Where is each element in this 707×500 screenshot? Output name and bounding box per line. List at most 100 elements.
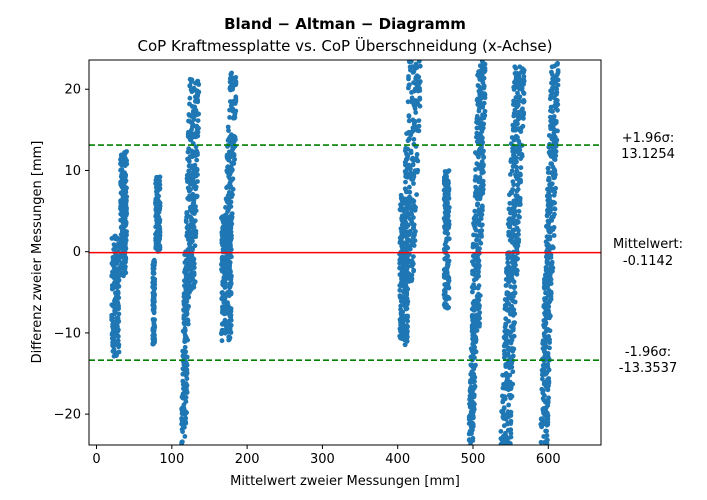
- data-point: [120, 173, 126, 179]
- data-point: [118, 245, 123, 251]
- data-point: [417, 63, 423, 69]
- data-point: [195, 118, 201, 123]
- data-point: [515, 186, 521, 192]
- data-point: [151, 326, 157, 332]
- data-point: [481, 69, 487, 75]
- data-point: [397, 326, 403, 332]
- data-point: [480, 139, 486, 145]
- data-point: [222, 330, 228, 336]
- data-point: [116, 311, 122, 317]
- data-point: [410, 162, 416, 167]
- data-point: [521, 74, 527, 79]
- data-point: [514, 246, 520, 252]
- data-point: [480, 186, 486, 192]
- data-point: [114, 296, 120, 302]
- x-tick-label: 0: [92, 452, 100, 467]
- data-point: [474, 134, 479, 140]
- data-point: [549, 64, 555, 70]
- mean-annotation: Mittelwert: -0.1142: [613, 237, 683, 269]
- data-point: [444, 297, 449, 302]
- data-point: [474, 113, 480, 119]
- data-point: [181, 402, 187, 408]
- data-point: [405, 264, 410, 270]
- data-point: [405, 99, 411, 105]
- data-point: [219, 321, 225, 327]
- data-point: [233, 82, 239, 88]
- data-point: [511, 161, 517, 167]
- data-point: [151, 286, 157, 292]
- data-point: [472, 208, 478, 214]
- data-point: [399, 310, 405, 315]
- data-point: [470, 400, 476, 406]
- data-point: [189, 265, 195, 271]
- data-point: [180, 371, 186, 377]
- data-point: [403, 196, 409, 202]
- data-point: [411, 181, 416, 186]
- x-axis-label: Mittelwert zweier Messungen [mm]: [230, 474, 460, 489]
- data-point: [553, 92, 559, 97]
- data-point: [220, 290, 225, 295]
- data-point: [404, 306, 410, 311]
- data-point: [414, 127, 420, 133]
- data-point: [403, 159, 408, 165]
- data-point: [113, 290, 118, 296]
- data-points: [109, 60, 561, 445]
- data-point: [508, 384, 514, 390]
- data-point: [224, 152, 230, 158]
- data-point: [227, 107, 233, 113]
- data-point: [549, 161, 555, 167]
- data-point: [188, 187, 193, 193]
- data-point: [191, 169, 197, 175]
- data-point: [196, 125, 201, 131]
- data-point: [194, 148, 200, 154]
- data-point: [409, 95, 415, 101]
- data-point: [548, 119, 554, 125]
- data-point: [219, 254, 225, 260]
- data-point: [475, 102, 481, 107]
- data-point: [546, 150, 552, 155]
- data-point: [545, 222, 551, 228]
- data-point: [544, 242, 550, 248]
- data-point: [226, 241, 232, 247]
- data-point: [179, 417, 185, 423]
- data-point: [519, 85, 525, 90]
- data-point: [508, 418, 514, 424]
- data-point: [401, 265, 407, 271]
- data-point: [548, 88, 553, 94]
- data-point: [411, 103, 417, 108]
- data-point: [227, 313, 233, 319]
- data-point: [225, 219, 230, 225]
- data-point: [503, 334, 508, 340]
- data-point: [228, 213, 234, 218]
- data-point: [403, 313, 409, 319]
- data-point: [228, 281, 234, 286]
- data-point: [541, 284, 547, 290]
- data-point: [444, 255, 449, 260]
- data-point: [410, 70, 416, 75]
- data-point: [477, 246, 482, 252]
- data-point: [119, 162, 124, 168]
- data-point: [478, 208, 483, 214]
- data-point: [406, 129, 412, 135]
- data-point: [184, 361, 189, 366]
- data-point: [154, 199, 160, 204]
- data-point: [228, 222, 234, 228]
- data-point: [512, 64, 518, 70]
- data-point: [479, 203, 485, 209]
- data-point: [549, 181, 555, 187]
- data-point: [407, 199, 413, 205]
- data-point: [406, 82, 412, 88]
- x-tick-label: 500: [461, 452, 486, 467]
- data-point: [477, 84, 483, 90]
- data-point: [446, 278, 452, 284]
- data-point: [545, 314, 550, 320]
- data-point: [551, 122, 556, 128]
- y-tick-label: 0: [73, 245, 81, 260]
- data-point: [115, 324, 120, 329]
- data-point: [546, 236, 551, 242]
- data-point: [514, 193, 520, 199]
- data-point: [186, 163, 192, 169]
- data-point: [508, 159, 514, 164]
- data-point: [476, 69, 481, 75]
- data-point: [233, 108, 239, 114]
